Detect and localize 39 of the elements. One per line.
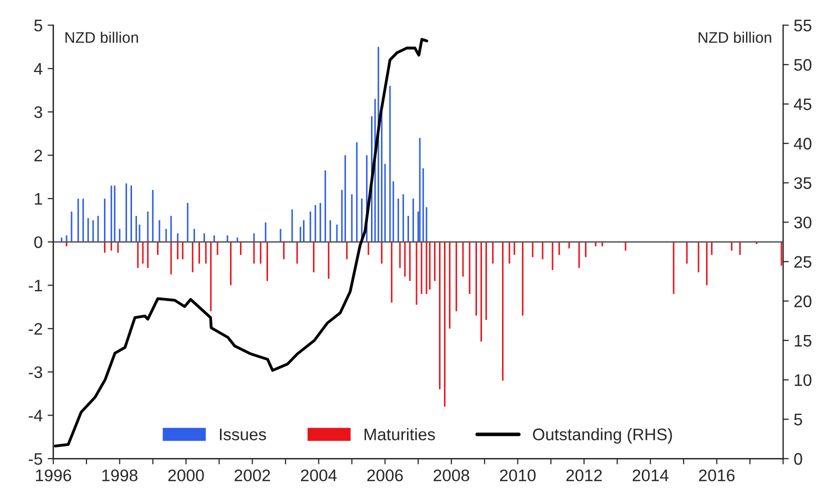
- y-tick-label: -5: [28, 453, 42, 465]
- y2-tick-label: 45: [794, 98, 812, 110]
- y2-tick-label: 25: [794, 256, 812, 268]
- x-tick-label: 2006: [367, 469, 403, 482]
- legend-label: Issues: [220, 428, 266, 440]
- y-tick-label: 4: [34, 63, 42, 75]
- x-tick-label: 2000: [168, 469, 204, 482]
- y-tick-label: 2: [34, 150, 42, 162]
- y-tick-label: 5: [34, 20, 42, 32]
- x-tick-label: 1996: [36, 469, 72, 482]
- x-tick-label: 2010: [500, 469, 536, 482]
- x-tick-label: 1998: [102, 469, 138, 482]
- y-tick-label: 1: [34, 193, 42, 205]
- y2-tick-label: 40: [794, 138, 812, 150]
- y2-tick-label: 15: [794, 335, 812, 347]
- y2-tick-label: 10: [794, 374, 812, 386]
- y2-axis-title: NZD billion: [698, 32, 772, 43]
- y2-tick-label: 30: [794, 216, 812, 228]
- x-tick-label: 2008: [434, 469, 470, 482]
- y-tick-label: -3: [28, 366, 42, 378]
- y-tick-label: -1: [28, 280, 42, 292]
- y-tick-label: -4: [28, 410, 42, 422]
- legend-label: Outstanding (RHS): [532, 428, 672, 444]
- y2-tick-label: 0: [794, 453, 802, 465]
- y-axis-title: NZD billion: [66, 32, 138, 43]
- x-tick-label: 2012: [566, 469, 602, 482]
- y2-tick-label: 50: [794, 59, 812, 71]
- x-tick-label: 2014: [632, 469, 668, 482]
- y2-tick-label: 35: [794, 177, 812, 190]
- x-tick-label: 2016: [699, 469, 735, 482]
- y-tick-label: -2: [28, 323, 42, 335]
- y2-tick-label: 20: [794, 295, 812, 308]
- y-tick-label: 0: [34, 236, 42, 248]
- x-tick-label: 2002: [234, 469, 270, 482]
- y2-tick-label: 5: [794, 414, 802, 426]
- x-tick-label: 2004: [300, 469, 337, 482]
- legend-label: Maturities: [364, 428, 435, 440]
- y-tick-label: 3: [34, 106, 42, 118]
- y2-tick-label: 55: [794, 20, 812, 32]
